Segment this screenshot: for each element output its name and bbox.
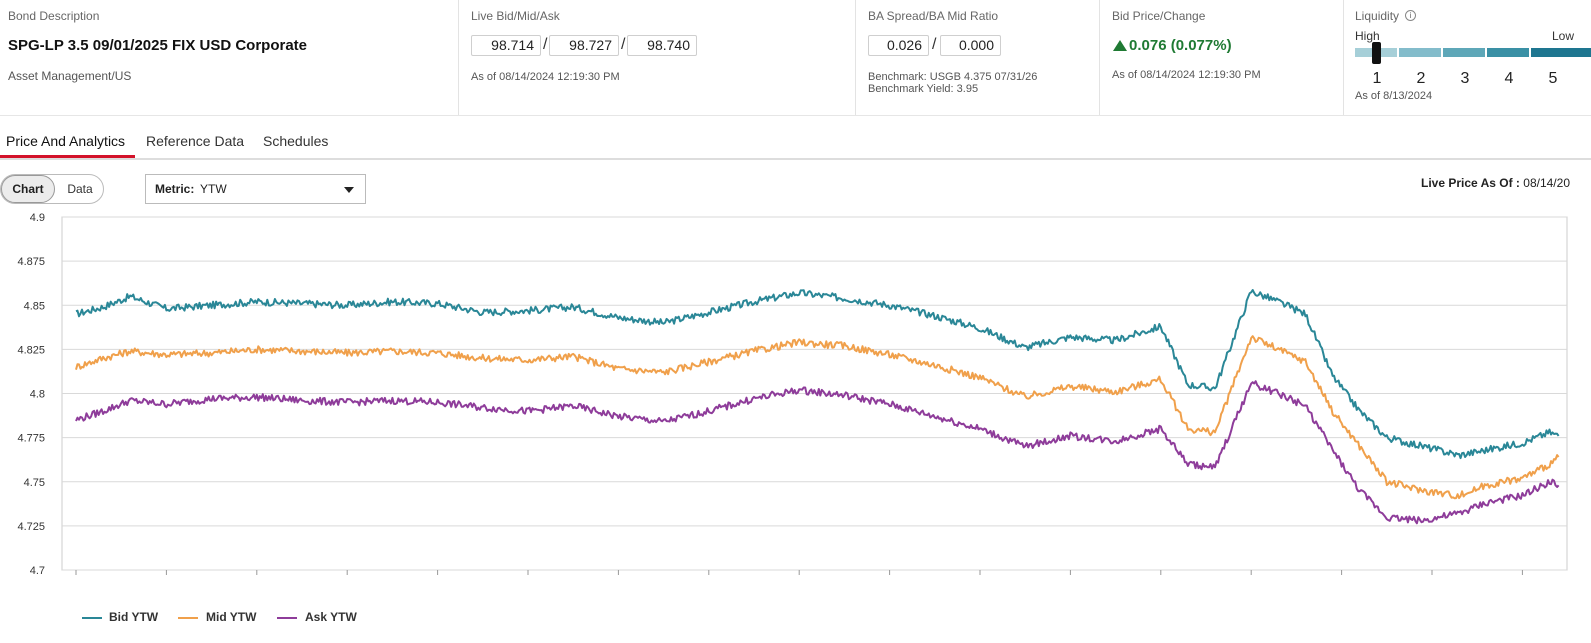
liquidity-segment: [1531, 48, 1591, 57]
metric-label: Metric:: [155, 182, 195, 196]
y-tick-label: 4.75: [24, 477, 45, 489]
legend-swatch-bid: [82, 617, 102, 619]
y-tick-label: 4.8: [30, 389, 45, 401]
bid-change-value: 0.076 (0.077%): [1129, 37, 1232, 54]
liquidity-high-label: High: [1355, 29, 1380, 43]
liquidity-level: 2: [1416, 70, 1426, 87]
bid-price-field: 98.714: [471, 35, 541, 56]
series-line-ask-ytw: [75, 380, 1560, 525]
liquidity-segment: [1487, 48, 1529, 57]
ask-price-field: 98.740: [627, 35, 697, 56]
bid-change-asof: As of 08/14/2024 12:19:30 PM: [1112, 69, 1261, 81]
active-tab-indicator: [0, 155, 135, 158]
y-tick-label: 4.9: [30, 212, 45, 224]
bond-sector: Asset Management/US: [8, 69, 132, 83]
legend-swatch-ask: [277, 617, 297, 619]
yield-chart: 4.94.8754.854.8254.84.7754.754.7254.708:…: [17, 212, 1568, 577]
live-price-label: Live Price As Of :: [1421, 176, 1520, 190]
series-line-bid-ytw: [75, 289, 1560, 460]
metric-select[interactable]: Metric: YTW: [145, 174, 366, 204]
liquidity-level: 3: [1460, 70, 1470, 87]
y-tick-label: 4.725: [17, 521, 45, 533]
ba-mid-ratio-field: 0.000: [940, 35, 1001, 56]
bond-description-label: Bond Description: [8, 9, 100, 23]
live-price-asof: Live Price As Of : 08/14/20: [1421, 176, 1570, 190]
mid-price-field: 98.727: [549, 35, 619, 56]
liquidity-scale: [1355, 48, 1591, 57]
series-line-mid-ytw: [75, 335, 1560, 500]
legend-mid-ytw[interactable]: Mid YTW: [206, 610, 257, 624]
tab-schedules[interactable]: Schedules: [263, 133, 329, 149]
liquidity-low-label: Low: [1552, 29, 1575, 43]
data-toggle-option[interactable]: Data: [67, 182, 93, 196]
separator: /: [543, 36, 548, 53]
liquidity-cell: Liquidity i High Low 1 2 3 4 5 As of 8/1…: [1343, 0, 1591, 115]
bond-name: SPG-LP 3.5 09/01/2025 FIX USD Corporate: [8, 37, 308, 54]
y-tick-label: 4.7: [30, 565, 45, 577]
chevron-down-icon: [344, 187, 354, 193]
liquidity-segment: [1399, 48, 1441, 57]
chart-data-toggle[interactable]: Chart Data: [0, 174, 104, 204]
y-tick-label: 4.85: [24, 300, 45, 312]
y-tick-label: 4.875: [17, 256, 45, 268]
live-bid-mid-ask-label: Live Bid/Mid/Ask: [471, 9, 560, 23]
info-icon[interactable]: i: [1405, 10, 1416, 21]
metric-value: YTW: [200, 182, 227, 196]
liquidity-level: 5: [1548, 70, 1558, 87]
tab-bar: Price And Analytics Reference Data Sched…: [0, 128, 1591, 160]
legend-bid-ytw[interactable]: Bid YTW: [109, 610, 159, 624]
bond-header: Bond Description SPG-LP 3.5 09/01/2025 F…: [0, 0, 1591, 116]
liquidity-level: 1: [1372, 70, 1382, 87]
tab-price-and-analytics[interactable]: Price And Analytics: [6, 133, 126, 149]
ba-spread-cell: BA Spread/BA Mid Ratio 0.026 / 0.000 Ben…: [855, 0, 1100, 115]
separator: /: [621, 36, 626, 53]
liquidity-level: 4: [1504, 70, 1514, 87]
ba-spread-label: BA Spread/BA Mid Ratio: [868, 9, 999, 23]
y-tick-label: 4.775: [17, 433, 45, 445]
liquidity-asof: As of 8/13/2024: [1355, 90, 1433, 102]
live-bid-mid-ask-cell: Live Bid/Mid/Ask 98.714 / 98.727 / 98.74…: [458, 0, 856, 115]
separator: /: [932, 36, 937, 53]
legend-ask-ytw[interactable]: Ask YTW: [305, 610, 357, 624]
legend-swatch-mid: [178, 617, 198, 619]
y-tick-label: 4.825: [17, 344, 45, 356]
chart-toggle-option[interactable]: Chart: [1, 175, 55, 203]
bid-change-cell: Bid Price/Change 0.076 (0.077%) As of 08…: [1099, 0, 1344, 115]
liquidity-marker: [1372, 42, 1381, 64]
live-asof: As of 08/14/2024 12:19:30 PM: [471, 71, 620, 83]
benchmark-yield: Benchmark Yield: 3.95: [868, 83, 979, 95]
benchmark: Benchmark: USGB 4.375 07/31/26: [868, 71, 1038, 83]
liquidity-label: Liquidity: [1355, 9, 1400, 23]
ba-spread-field: 0.026: [868, 35, 929, 56]
liquidity-segment: [1443, 48, 1485, 57]
up-arrow-icon: [1113, 40, 1127, 51]
tab-reference-data[interactable]: Reference Data: [146, 133, 245, 149]
bond-description-cell: Bond Description SPG-LP 3.5 09/01/2025 F…: [0, 0, 459, 115]
bid-change-label: Bid Price/Change: [1112, 9, 1206, 23]
live-price-value: 08/14/20: [1523, 176, 1570, 190]
